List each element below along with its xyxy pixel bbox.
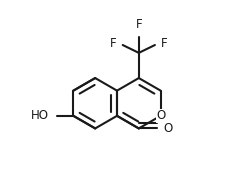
Text: O: O — [156, 109, 165, 122]
Text: O: O — [164, 122, 173, 135]
Text: F: F — [135, 19, 142, 32]
Text: F: F — [110, 37, 117, 50]
Text: HO: HO — [31, 109, 49, 122]
Text: F: F — [161, 37, 167, 50]
